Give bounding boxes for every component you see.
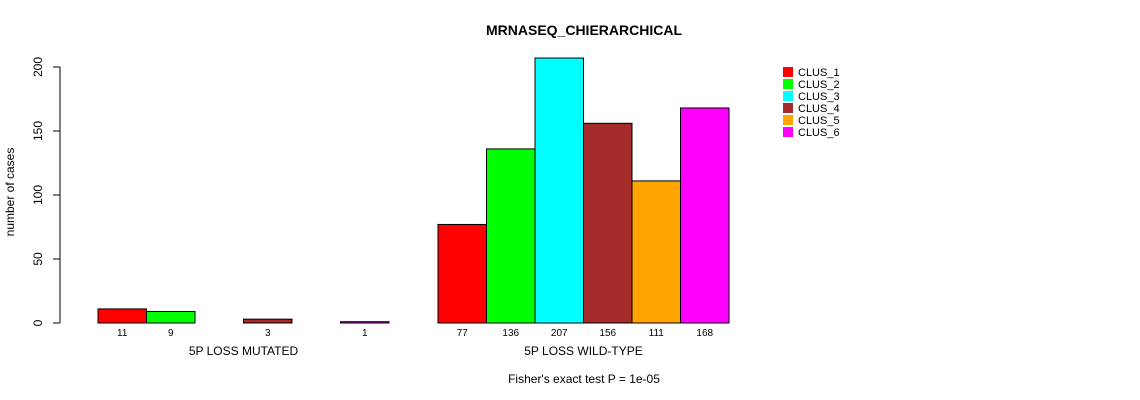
bar-0-clus-1	[97, 308, 147, 324]
legend-swatch-clus-5	[783, 115, 793, 125]
bar-1-clus-4	[583, 122, 633, 324]
legend-label-clus-1: CLUS_1	[798, 67, 840, 79]
count-label-0-1: 9	[168, 328, 174, 339]
legend-swatch-clus-3	[783, 91, 793, 101]
count-label-1-2: 207	[551, 328, 568, 339]
count-label-1-1: 136	[502, 328, 519, 339]
count-label-0-3: 3	[265, 328, 271, 339]
legend-swatch-clus-2	[783, 79, 793, 89]
group-labels-layer: 5P LOSS MUTATED 5P LOSS WILD-TYPE	[189, 344, 643, 358]
bar-0-clus-6	[340, 321, 390, 324]
y-axis-label: number of cases	[3, 148, 17, 237]
y-tick-label-50: 50	[31, 252, 45, 266]
group-label-0: 5P LOSS MUTATED	[189, 344, 299, 358]
bar-1-clus-1	[437, 223, 487, 324]
count-label-1-4: 111	[649, 328, 665, 339]
legend-label-clus-3: CLUS_3	[798, 91, 840, 103]
legend-label-clus-5: CLUS_5	[798, 115, 840, 127]
legend-swatch-clus-4	[783, 103, 793, 113]
chart-title: MRNASEQ_CHIERARCHICAL	[486, 22, 682, 38]
bar-0-clus-4	[243, 318, 293, 324]
y-tick-label-200: 200	[31, 57, 45, 77]
bar-1-clus-6	[680, 107, 730, 324]
bar-1-clus-2	[486, 148, 536, 324]
legend-swatch-clus-1	[783, 67, 793, 77]
count-label-1-5: 168	[696, 328, 713, 339]
legend-swatch-clus-6	[783, 127, 793, 137]
bars-layer	[97, 57, 730, 324]
bar-1-clus-5	[631, 180, 681, 324]
group-label-1: 5P LOSS WILD-TYPE	[524, 344, 642, 358]
footnote: Fisher's exact test P = 1e-05	[508, 372, 660, 386]
count-label-0-0: 11	[117, 328, 128, 339]
legend-label-clus-6: CLUS_6	[798, 127, 840, 139]
legend-label-clus-4: CLUS_4	[798, 103, 840, 115]
count-label-1-3: 156	[599, 328, 616, 339]
y-tick-label-100: 100	[31, 185, 45, 205]
count-labels-layer: 11 9 3 1 77 136 207 156 111 168	[117, 328, 713, 339]
legend-label-clus-2: CLUS_2	[798, 79, 840, 91]
bar-0-clus-2	[146, 310, 196, 324]
y-tick-label-0: 0	[31, 319, 45, 326]
count-label-0-5: 1	[362, 328, 368, 339]
y-axis: 0 50 100 150 200	[31, 57, 61, 326]
count-label-1-0: 77	[457, 328, 469, 339]
bar-1-clus-3	[534, 57, 584, 324]
y-tick-label-150: 150	[31, 121, 45, 141]
